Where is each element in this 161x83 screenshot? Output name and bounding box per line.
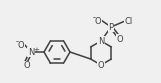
Text: O: O <box>95 17 101 25</box>
Text: -: - <box>93 14 95 22</box>
Text: N: N <box>28 47 34 57</box>
Text: Cl: Cl <box>125 17 133 25</box>
Text: P: P <box>109 22 114 32</box>
Text: O: O <box>98 61 104 69</box>
Text: O: O <box>24 61 30 70</box>
Text: O: O <box>18 41 24 49</box>
Text: N: N <box>98 37 104 45</box>
Text: O: O <box>117 35 123 43</box>
Text: -: - <box>16 38 19 46</box>
Text: +: + <box>33 46 39 53</box>
